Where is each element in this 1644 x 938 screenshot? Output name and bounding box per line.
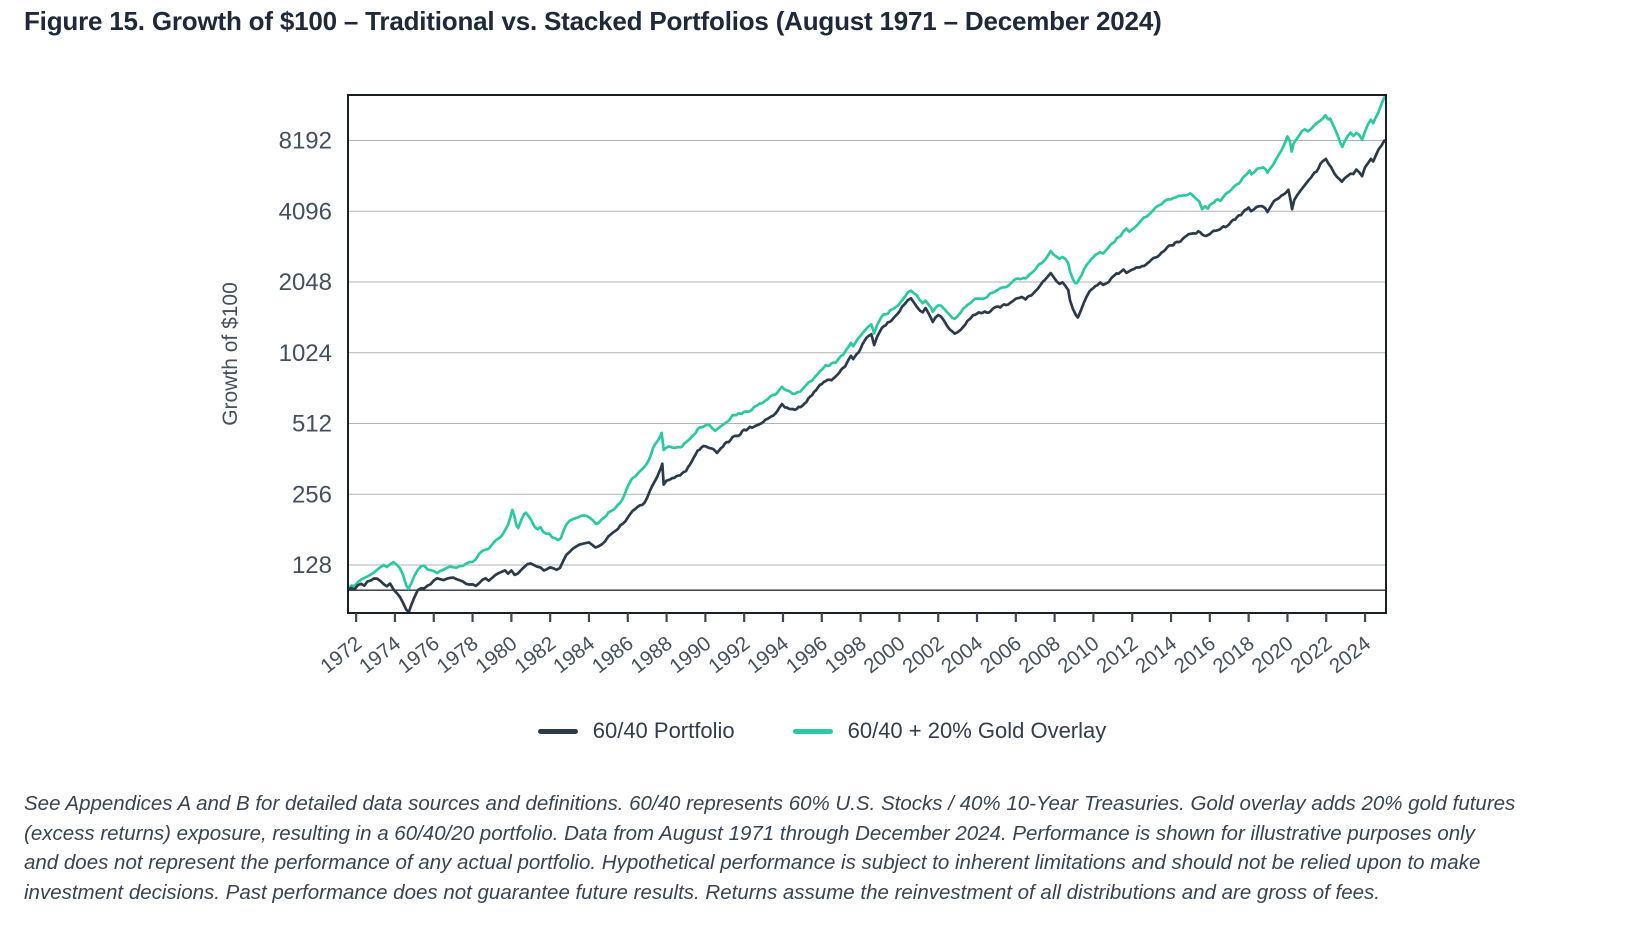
y-tick-label: 128 <box>292 552 332 579</box>
y-tick-label: 8192 <box>279 128 332 155</box>
x-tick-label: 2014 <box>1131 632 1181 678</box>
legend-label-gold-overlay: 60/40 + 20% Gold Overlay <box>847 718 1107 743</box>
x-tick-label: 1988 <box>627 632 677 678</box>
footnote-line: (excess returns) exposure, resulting in … <box>24 821 1475 845</box>
x-tick-label: 1972 <box>316 632 366 678</box>
x-tick-label: 1994 <box>743 632 793 678</box>
y-tick-label: 1024 <box>279 340 332 367</box>
y-tick-label: 4096 <box>279 198 332 225</box>
x-tick-label: 1978 <box>433 632 483 678</box>
plot-border <box>347 94 1387 614</box>
x-tick-label: 2012 <box>1092 632 1142 678</box>
legend-item-gold-overlay: 60/40 + 20% Gold Overlay <box>792 718 1107 744</box>
x-tick-label: 1998 <box>821 632 871 678</box>
x-tick-label: 2018 <box>1209 632 1259 678</box>
x-axis-ticks: 1972197419761978198019821984198619881990… <box>316 613 1375 678</box>
series-line-60-40-portfolio <box>348 139 1386 613</box>
chart-legend: 60/40 Portfolio 60/40 + 20% Gold Overlay <box>0 718 1644 744</box>
x-tick-label: 1996 <box>782 632 832 678</box>
x-tick-label: 1986 <box>588 632 638 678</box>
legend-swatch-gold-overlay <box>792 728 833 734</box>
x-tick-label: 1990 <box>665 632 715 678</box>
y-axis-tick-labels: 128 256 512 1024 2048 4096 8192 <box>279 128 332 579</box>
x-tick-label: 1984 <box>549 632 599 678</box>
x-tick-label: 2020 <box>1247 632 1297 678</box>
series-line-gold-overlay <box>348 96 1386 592</box>
footnote-line: and does not represent the performance o… <box>24 851 1481 874</box>
figure-footnote: See Appendices A and B for detailed data… <box>24 789 1624 907</box>
x-tick-label: 1976 <box>394 632 444 678</box>
x-tick-label: 2000 <box>859 632 909 678</box>
y-gridlines <box>348 140 1386 566</box>
x-tick-label: 2022 <box>1286 632 1336 678</box>
y-tick-label: 256 <box>292 481 332 508</box>
legend-item-60-40-portfolio: 60/40 Portfolio <box>537 718 735 744</box>
x-tick-label: 1992 <box>704 632 754 678</box>
x-tick-label: 2016 <box>1170 632 1220 678</box>
x-tick-label: 2010 <box>1053 632 1103 678</box>
x-tick-label: 2024 <box>1325 632 1375 678</box>
footnote-line: See Appendices A and B for detailed data… <box>24 792 1516 815</box>
x-tick-label: 1982 <box>510 632 560 678</box>
y-axis-title: Growth of $100 <box>219 282 242 426</box>
y-tick-label: 2048 <box>279 269 332 296</box>
growth-chart: 128 256 512 1024 2048 4096 8192 Growth of $100 1… <box>219 94 1387 678</box>
y-tick-label: 512 <box>292 411 332 438</box>
x-tick-label: 2002 <box>898 632 948 678</box>
legend-label-60-40-portfolio: 60/40 Portfolio <box>592 718 735 743</box>
figure-title: Figure 15. Growth of $100 – Traditional … <box>24 6 1162 36</box>
x-tick-label: 2004 <box>937 632 987 678</box>
x-tick-label: 1980 <box>471 632 521 678</box>
x-tick-label: 2008 <box>1015 632 1065 678</box>
x-tick-label: 2006 <box>976 632 1026 678</box>
x-tick-label: 1974 <box>355 632 405 678</box>
legend-swatch-60-40-portfolio <box>537 728 578 734</box>
footnote-line: investment decisions. Past performance d… <box>24 880 1380 904</box>
